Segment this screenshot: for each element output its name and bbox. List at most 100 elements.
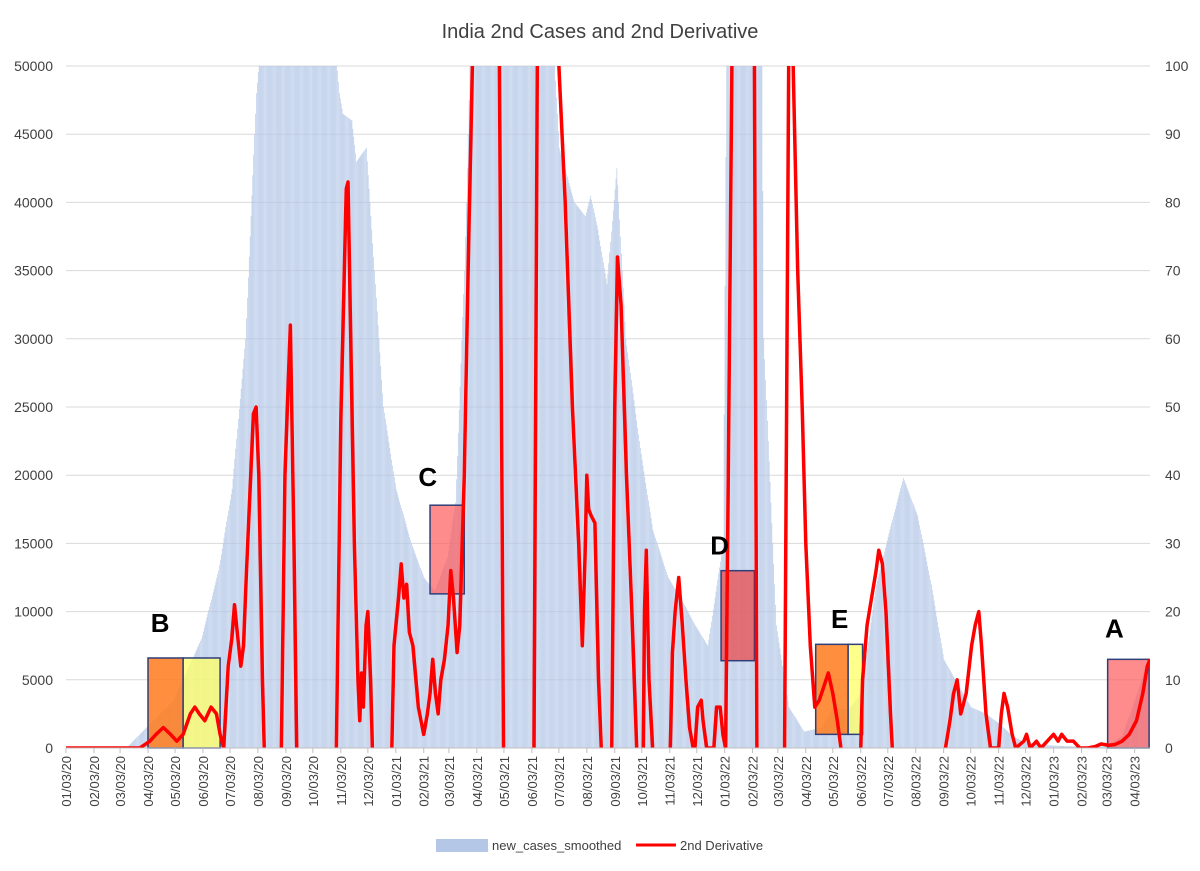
- bar: [694, 623, 695, 748]
- bar: [822, 725, 823, 748]
- bar: [316, 66, 318, 748]
- bar: [815, 728, 817, 748]
- bar: [794, 717, 796, 748]
- bar: [485, 66, 487, 748]
- bar: [337, 70, 338, 748]
- bar: [333, 66, 335, 748]
- bar: [813, 729, 814, 748]
- bar: [473, 66, 474, 748]
- x-tick-label: 04/03/22: [799, 756, 814, 807]
- bar: [131, 742, 133, 748]
- bar: [639, 447, 641, 748]
- bar: [284, 66, 286, 748]
- bar: [913, 504, 914, 748]
- bar: [610, 242, 611, 748]
- bar: [1007, 731, 1009, 748]
- bar: [376, 311, 378, 748]
- bar: [787, 701, 789, 748]
- bar: [554, 66, 556, 748]
- bar: [667, 577, 669, 748]
- bar: [384, 418, 386, 748]
- y-right-tick-label: 80: [1165, 194, 1181, 210]
- bar: [577, 206, 579, 748]
- bar: [706, 644, 708, 748]
- bar: [767, 420, 768, 748]
- bar: [863, 674, 865, 748]
- bar: [937, 621, 938, 748]
- bar: [325, 66, 327, 748]
- bar: [793, 714, 794, 748]
- bar: [694, 625, 696, 748]
- x-tick-label: 06/03/20: [196, 756, 211, 807]
- bar: [383, 407, 384, 748]
- bar: [979, 711, 981, 748]
- bar: [385, 424, 387, 748]
- bar: [510, 66, 511, 748]
- bar: [606, 284, 608, 748]
- bar: [769, 482, 771, 748]
- bar: [388, 442, 390, 748]
- bar: [491, 66, 492, 748]
- bar: [1022, 741, 1024, 748]
- bar: [776, 631, 778, 748]
- x-tick-label: 11/03/22: [992, 756, 1007, 806]
- bar: [916, 513, 918, 748]
- bar: [546, 66, 547, 748]
- bar: [581, 211, 583, 748]
- bar: [974, 708, 975, 748]
- bar: [497, 66, 499, 748]
- bar: [713, 603, 715, 748]
- bar: [912, 501, 913, 748]
- bar: [739, 66, 740, 748]
- bar: [138, 734, 140, 748]
- bar: [775, 604, 776, 748]
- bar: [374, 270, 375, 748]
- bar: [416, 558, 418, 748]
- bar: [1024, 742, 1026, 748]
- bar: [820, 727, 821, 748]
- bar: [762, 191, 764, 748]
- bar: [652, 529, 654, 748]
- bar: [991, 717, 993, 748]
- bar: [940, 643, 942, 748]
- bar: [985, 713, 986, 748]
- bar: [623, 304, 625, 748]
- bar: [482, 66, 483, 748]
- bar: [955, 680, 956, 748]
- bar: [930, 579, 931, 748]
- bar: [537, 66, 538, 748]
- bar: [927, 566, 929, 748]
- bar: [960, 689, 962, 748]
- bar: [311, 66, 312, 748]
- y-right-tick-label: 10: [1165, 672, 1181, 688]
- bar: [1001, 725, 1002, 748]
- bar: [759, 66, 761, 748]
- bar: [348, 118, 350, 748]
- bar: [704, 641, 706, 748]
- x-tick-label: 05/03/20: [168, 756, 183, 807]
- y-left-tick-label: 25000: [14, 399, 53, 415]
- bar: [280, 66, 282, 748]
- bar: [563, 163, 565, 748]
- bar: [928, 570, 929, 748]
- bar: [902, 481, 903, 748]
- bar: [408, 533, 410, 748]
- bar: [918, 520, 920, 748]
- bar: [805, 731, 807, 748]
- bar: [933, 600, 935, 748]
- bar: [597, 229, 599, 748]
- bar: [609, 252, 610, 748]
- bar: [518, 66, 519, 748]
- bar: [626, 345, 628, 748]
- bar: [594, 212, 595, 748]
- bar: [621, 270, 623, 748]
- bar: [798, 722, 800, 748]
- bar: [392, 465, 393, 748]
- bar: [344, 115, 346, 748]
- x-tick-label: 08/03/20: [251, 756, 266, 807]
- bar: [701, 635, 702, 748]
- bar: [906, 487, 908, 748]
- bar: [822, 724, 824, 748]
- bar: [220, 554, 222, 748]
- bar: [1058, 745, 1059, 748]
